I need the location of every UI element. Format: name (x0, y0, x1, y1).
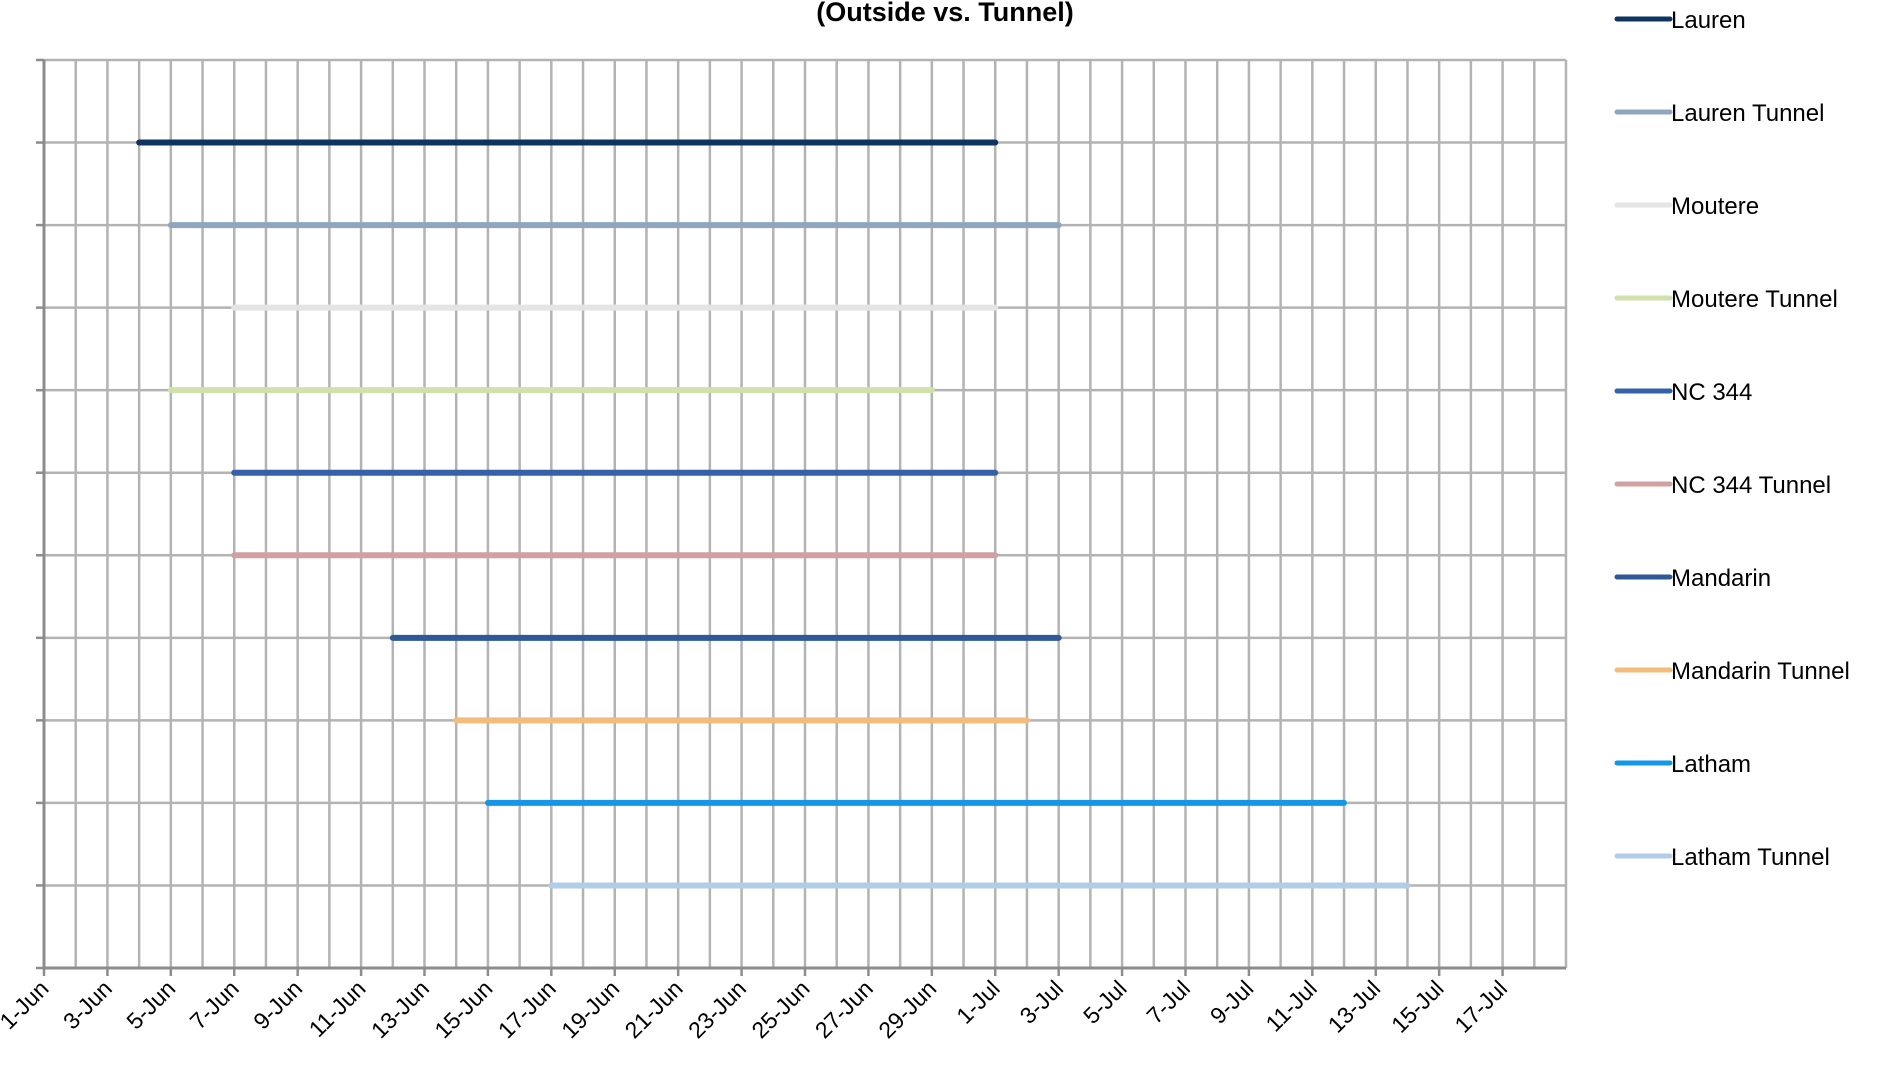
chart-title: (Outside vs. Tunnel) (816, 0, 1074, 27)
legend-label: Latham Tunnel (1671, 844, 1830, 871)
legend-label: Mandarin (1671, 565, 1771, 592)
x-tick-label: 29-Jun (873, 975, 941, 1043)
x-tick-label: 3-Jul (1015, 975, 1069, 1029)
legend-label: NC 344 Tunnel (1671, 472, 1831, 499)
x-tick-label: 15-Jul (1386, 975, 1449, 1038)
x-tick-label: 5-Jun (121, 975, 180, 1034)
x-tick-label: 7-Jun (185, 975, 244, 1034)
x-tick-label: 17-Jun (493, 975, 561, 1043)
x-tick-label: 11-Jul (1260, 975, 1321, 1036)
x-tick-label: 7-Jul (1141, 975, 1195, 1029)
x-tick-label: 19-Jun (556, 975, 624, 1043)
legend-label: Mandarin Tunnel (1671, 658, 1850, 685)
x-tick-label: 9-Jul (1205, 975, 1259, 1029)
legend-label: Moutere Tunnel (1671, 286, 1838, 313)
x-tick-label: 3-Jun (58, 975, 117, 1034)
x-tick-labels: 1-Jun 3-Jun 5-Jun 7-Jun 9-Jun11-Jun13-Jun15-… (0, 975, 1512, 1043)
x-tick-label: 25-Jun (746, 975, 814, 1043)
series-lines (136, 139, 1411, 889)
x-tick-label: 11-Jun (304, 975, 371, 1042)
x-tick-label: 15-Jun (429, 975, 497, 1043)
axes (36, 58, 1566, 976)
x-tick-label: 17-Jul (1449, 975, 1512, 1038)
x-tick-label: 23-Jun (683, 975, 751, 1043)
x-tick-label: 1-Jun (0, 975, 54, 1034)
x-tick-label: 5-Jul (1078, 975, 1132, 1029)
x-tick-label: 1-Jul (951, 975, 1005, 1029)
x-tick-label: 9-Jun (248, 975, 307, 1034)
grid (42, 58, 1568, 970)
x-tick-label: 27-Jun (810, 975, 878, 1043)
legend: Lauren Lauren Tunnel Moutere Moutere Tunnel… (1614, 7, 1850, 871)
x-tick-label: 13-Jun (366, 975, 434, 1043)
legend-label: NC 344 (1671, 379, 1752, 406)
legend-label: Lauren (1671, 7, 1746, 34)
legend-label: Latham (1671, 751, 1751, 778)
x-tick-label: 13-Jul (1323, 975, 1386, 1038)
legend-label: Lauren Tunnel (1671, 100, 1824, 127)
x-tick-label: 21-Jun (620, 975, 688, 1043)
legend-label: Moutere (1671, 193, 1759, 220)
